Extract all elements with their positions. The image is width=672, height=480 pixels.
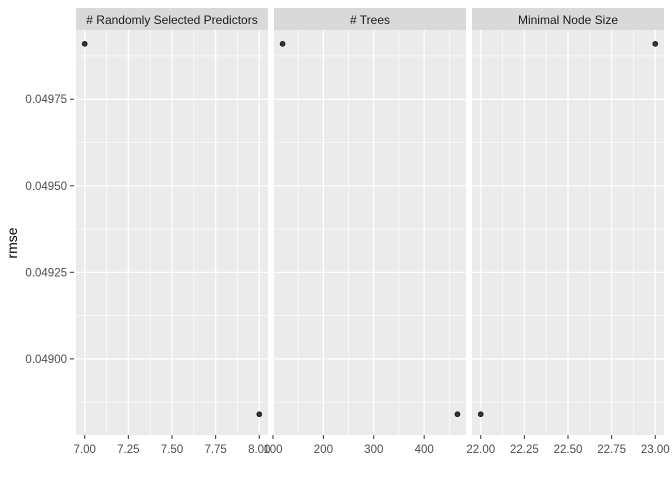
data-point [652, 41, 659, 47]
data-point [81, 41, 88, 47]
x-tick-label: 7.00 [74, 444, 96, 456]
data-point [279, 41, 286, 47]
x-tick-label: 100 [263, 444, 282, 456]
facet-strip [472, 8, 664, 30]
facet-panel: Minimal Node Size 22.00 22.25 22.50 22.75 23.… [466, 8, 670, 456]
x-tick-label: 8.00 [248, 444, 270, 456]
y-axis-title: rmse [4, 227, 20, 258]
x-tick-label: 22.75 [597, 444, 626, 456]
facet-panel: # Randomly Selected Predictors 7.00 7.25 7.… [74, 8, 270, 456]
facet-strip-label: # Trees [350, 13, 390, 27]
facet-strip-label: # Randomly Selected Predictors [86, 13, 257, 27]
panel-background [274, 30, 466, 435]
facet-strip-label: Minimal Node Size [518, 13, 618, 27]
y-tick-label: 0.04975 [25, 94, 67, 106]
x-tick-label: 300 [364, 444, 383, 456]
facet-strip [274, 8, 466, 30]
facet-strip [76, 8, 268, 30]
x-tick-label: 23.00 [641, 444, 670, 456]
facets: # Randomly Selected Predictors 7.00 7.25 7.… [74, 8, 670, 456]
y-tick-label: 0.04950 [25, 181, 67, 193]
x-tick-label: 7.75 [204, 444, 226, 456]
y-tick-label: 0.04900 [25, 354, 67, 366]
y-tick-labels: 0.04900 0.04925 0.04950 0.04975 [25, 94, 74, 366]
data-point [477, 411, 484, 418]
x-tick-label: 7.50 [161, 444, 183, 456]
facet-panel: # Trees 100 200 300 400 [263, 8, 466, 456]
x-tick-label: 22.25 [510, 444, 539, 456]
x-tick-label: 200 [314, 444, 333, 456]
data-point [454, 411, 461, 418]
data-point [256, 411, 263, 418]
x-tick-label: 400 [415, 444, 434, 456]
x-tick-label: 22.00 [466, 444, 495, 456]
x-tick-label: 22.50 [554, 444, 583, 456]
x-tick-label: 7.25 [117, 444, 139, 456]
y-tick-label: 0.04925 [25, 267, 67, 279]
